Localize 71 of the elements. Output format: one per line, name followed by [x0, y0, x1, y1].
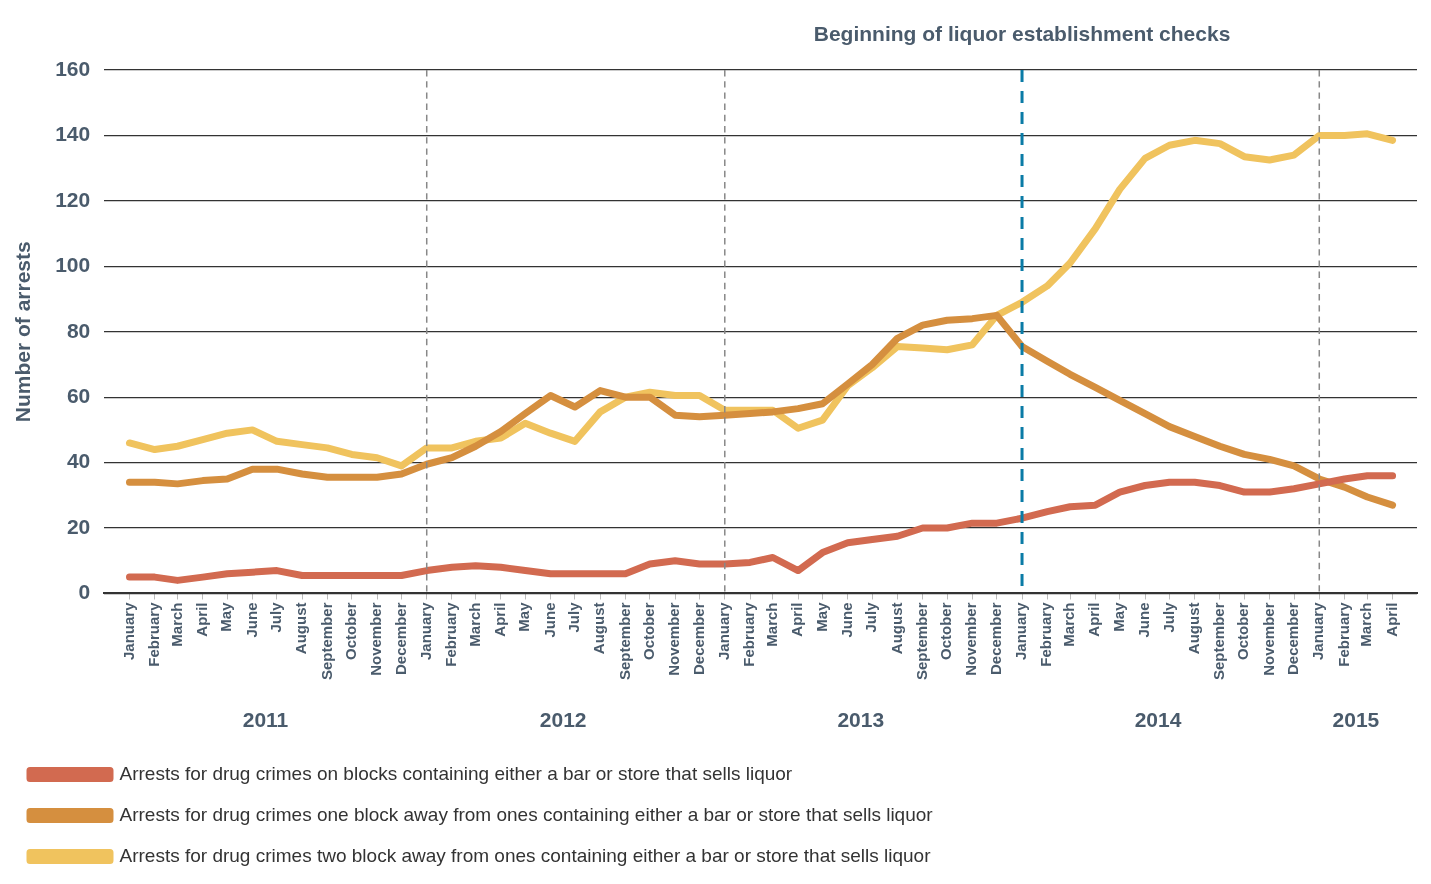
y-tick-label: 80 — [66, 318, 91, 342]
x-tick-label: July — [862, 601, 880, 633]
x-tick-label: April — [1382, 602, 1400, 637]
y-tick-label: 160 — [55, 56, 91, 80]
text: 2015 — [1332, 707, 1380, 731]
x-tick-label: November — [962, 602, 980, 676]
x-tick-label: March — [167, 602, 185, 647]
x-tick-label: April — [490, 602, 508, 637]
x-tick-label: December — [1284, 602, 1302, 676]
x-tick-label: July — [1159, 601, 1177, 633]
legend-label: Arrests for drug crimes two block away from ones containing either a bar or store that sells liquor — [119, 844, 932, 866]
x-tick-label: July — [565, 601, 583, 633]
y-tick-label: 120 — [55, 187, 91, 211]
x-tick-label: October — [937, 602, 955, 660]
x-tick-label: October — [1234, 602, 1252, 660]
x-tick-label: November — [1259, 602, 1277, 676]
text: 2011 — [242, 707, 289, 731]
x-tick-label: May — [515, 601, 533, 632]
y-axis-title: Number of arrests — [11, 241, 35, 423]
x-tick-label: September — [1210, 602, 1228, 680]
x-tick-label: April — [1085, 602, 1103, 637]
text: 2014 — [1134, 707, 1182, 731]
x-tick-label: August — [887, 602, 905, 655]
x-tick-label: March — [762, 602, 780, 647]
x-tick-label: March — [1357, 602, 1375, 647]
y-tick-label: 0 — [78, 580, 91, 604]
x-tick-label: January — [119, 601, 137, 661]
legend-label: Arrests for drug crimes on blocks containing either a bar or store that sells liquor — [119, 762, 793, 784]
x-tick-label: January — [714, 601, 732, 661]
x-tick-label: February — [144, 601, 162, 667]
x-tick-label: December — [986, 602, 1004, 676]
x-tick-label: February — [740, 601, 758, 667]
x-tick-label: November — [367, 602, 385, 676]
x-tick-label: September — [912, 602, 930, 680]
x-tick-label: June — [837, 602, 855, 638]
y-tick-label: 20 — [66, 514, 91, 538]
x-tick-label: January — [1012, 601, 1030, 661]
x-tick-label: December — [391, 602, 409, 676]
text: 2013 — [837, 707, 885, 731]
x-tick-label: January — [416, 601, 434, 661]
x-tick-label: March — [1060, 602, 1078, 647]
y-tick-label: 140 — [55, 122, 91, 146]
x-tick-label: May — [217, 601, 235, 632]
x-tick-label: September — [317, 602, 335, 680]
x-tick-label: February — [1037, 601, 1055, 667]
x-tick-label: August — [590, 602, 608, 655]
x-tick-label: May — [812, 601, 830, 632]
legend-label: Arrests for drug crimes one block away from ones containing either a bar or store that sells liquor — [119, 803, 934, 825]
y-tick-label: 100 — [55, 253, 91, 277]
x-tick-label: October — [341, 602, 359, 660]
ref-line-label: Beginning of liquor establishment checks — [813, 22, 1231, 46]
x-tick-label: June — [1135, 602, 1153, 638]
text: 2012 — [539, 707, 587, 731]
x-tick-label: August — [1184, 602, 1202, 655]
x-tick-label: August — [292, 602, 310, 655]
x-tick-label: November — [665, 602, 683, 676]
x-tick-label: April — [192, 602, 210, 637]
x-tick-label: September — [615, 602, 633, 680]
x-tick-label: March — [465, 602, 483, 647]
x-tick-label: February — [1334, 601, 1352, 667]
y-tick-label: 60 — [66, 383, 91, 407]
x-tick-label: January — [1309, 601, 1327, 661]
x-tick-label: July — [267, 601, 285, 633]
x-tick-label: October — [640, 602, 658, 660]
y-tick-label: 40 — [66, 449, 91, 473]
x-tick-label: May — [1109, 601, 1127, 632]
x-tick-label: April — [788, 602, 806, 637]
x-tick-label: December — [689, 602, 707, 676]
x-tick-label: June — [242, 602, 260, 638]
x-tick-label: June — [540, 602, 558, 638]
x-tick-label: February — [442, 601, 460, 667]
